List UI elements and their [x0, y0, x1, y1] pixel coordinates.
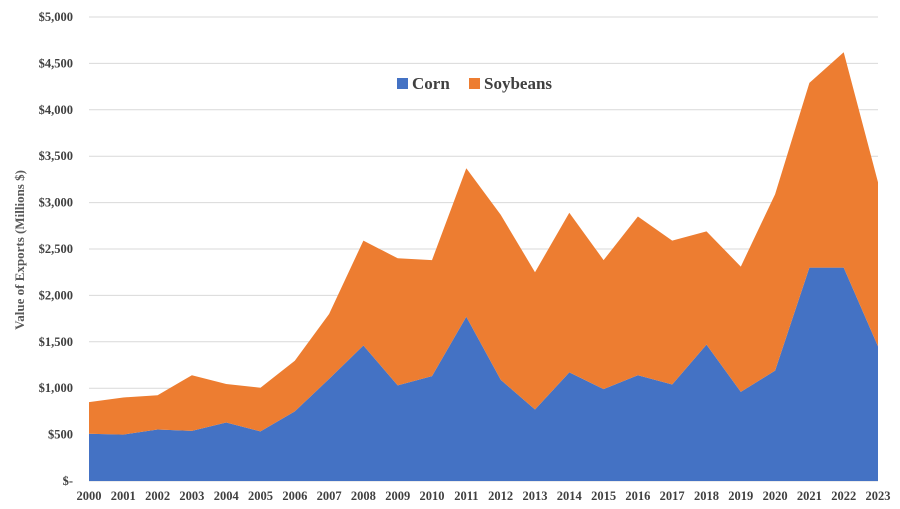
x-tick-label: 2012 — [488, 489, 513, 503]
x-tick-label: 2011 — [454, 489, 478, 503]
x-tick-label: 2010 — [420, 489, 445, 503]
x-tick-label: 2003 — [179, 489, 204, 503]
y-axis-label: Value of Exports (Millions $) — [12, 170, 27, 330]
x-tick-label: 2017 — [660, 489, 685, 503]
legend-label-corn: Corn — [412, 74, 450, 93]
x-tick-label: 2023 — [866, 489, 891, 503]
x-tick-label: 2008 — [351, 489, 376, 503]
x-tick-label: 2007 — [317, 489, 342, 503]
y-tick-label: $500 — [48, 428, 73, 442]
x-tick-label: 2016 — [625, 489, 650, 503]
y-axis-ticks: $- $500 $1,000 $1,500 $2,000 $2,500 $3,000 $3,5… — [39, 10, 73, 488]
x-tick-label: 2005 — [248, 489, 273, 503]
legend-swatch-soybeans — [469, 78, 480, 89]
y-tick-label: $2,000 — [39, 288, 73, 302]
legend: Corn Soybeans — [397, 74, 552, 93]
x-tick-label: 2006 — [282, 489, 307, 503]
x-tick-label: 2000 — [77, 489, 102, 503]
x-tick-label: 2014 — [557, 489, 583, 503]
y-tick-label: $1,500 — [39, 335, 73, 349]
x-tick-label: 2020 — [763, 489, 788, 503]
area-series — [89, 52, 878, 481]
x-tick-label: 2001 — [111, 489, 136, 503]
x-tick-label: 2022 — [831, 489, 856, 503]
x-tick-label: 2004 — [214, 489, 240, 503]
y-tick-label: $5,000 — [39, 10, 73, 24]
legend-label-soybeans: Soybeans — [484, 74, 552, 93]
y-tick-label: $4,000 — [39, 103, 73, 117]
x-tick-label: 2013 — [522, 489, 547, 503]
y-tick-label: $4,500 — [39, 56, 73, 70]
y-tick-label: $- — [63, 474, 73, 488]
x-tick-label: 2021 — [797, 489, 822, 503]
area-corn — [89, 267, 878, 481]
legend-swatch-corn — [397, 78, 408, 89]
x-tick-label: 2002 — [145, 489, 170, 503]
x-axis-ticks: 2000 2001 2002 2003 2004 2005 2006 2007 2008 2009… — [77, 489, 891, 503]
area-soybeans — [89, 52, 878, 435]
x-tick-label: 2015 — [591, 489, 616, 503]
y-tick-label: $3,500 — [39, 149, 73, 163]
y-tick-label: $3,000 — [39, 196, 73, 210]
x-tick-label: 2018 — [694, 489, 719, 503]
x-tick-label: 2009 — [385, 489, 410, 503]
y-tick-label: $2,500 — [39, 242, 73, 256]
x-tick-label: 2019 — [728, 489, 753, 503]
y-tick-label: $1,000 — [39, 381, 73, 395]
